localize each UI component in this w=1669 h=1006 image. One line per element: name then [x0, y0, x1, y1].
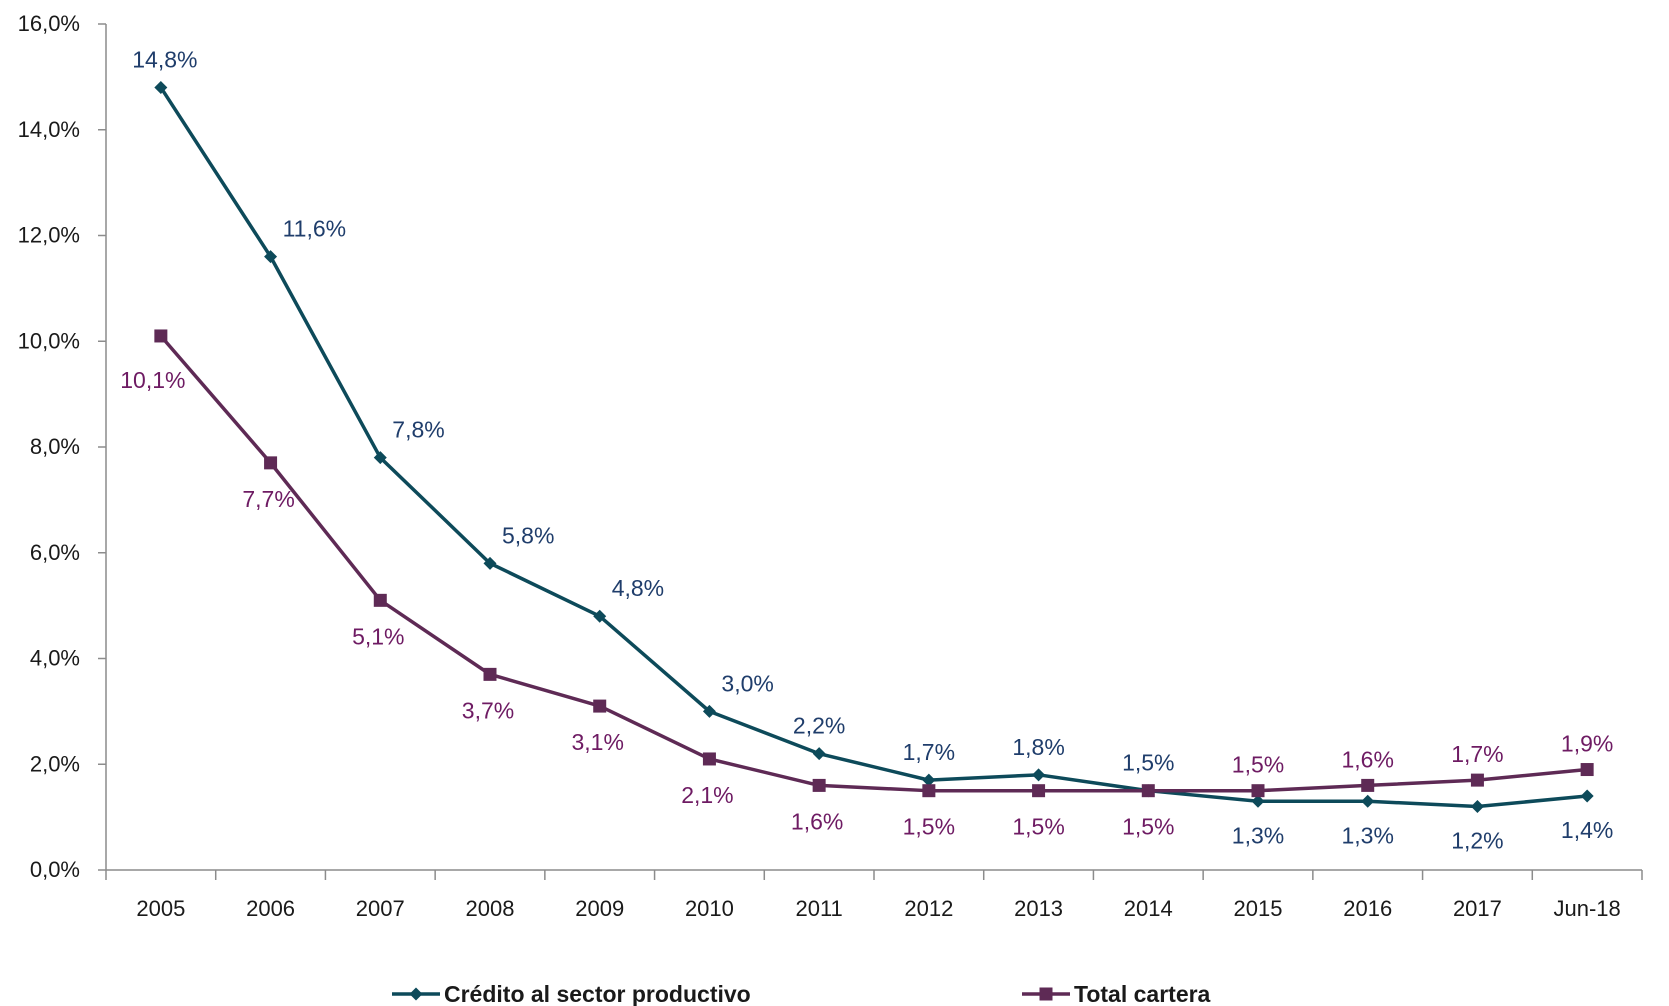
x-tick-label: 2005	[136, 896, 185, 921]
data-label: 5,8%	[502, 522, 554, 548]
data-point	[483, 556, 497, 570]
data-label: 3,1%	[571, 729, 623, 755]
data-point	[1141, 784, 1155, 798]
data-label: 3,0%	[721, 670, 773, 696]
legend-diamond-marker	[409, 987, 423, 1001]
data-label: 1,9%	[1561, 731, 1613, 757]
data-label: 1,2%	[1451, 828, 1503, 854]
data-point	[702, 704, 716, 718]
data-label: 14,8%	[132, 46, 197, 72]
data-point	[702, 752, 716, 766]
y-tick-label: 8,0%	[30, 434, 80, 459]
data-point	[812, 747, 826, 761]
legend-label: Total cartera	[1074, 981, 1211, 1006]
y-tick-label: 14,0%	[18, 117, 80, 142]
data-point	[1580, 763, 1594, 777]
x-tick-label: 2015	[1234, 896, 1283, 921]
y-tick-label: 2,0%	[30, 751, 80, 776]
data-point	[1251, 784, 1265, 798]
data-label: 1,4%	[1561, 817, 1613, 843]
data-label: 1,5%	[1122, 750, 1174, 776]
data-point	[593, 699, 607, 713]
data-label: 1,7%	[1451, 741, 1503, 767]
data-label: 2,1%	[681, 782, 733, 808]
x-tick-label: 2009	[575, 896, 624, 921]
data-point	[1032, 768, 1046, 782]
y-tick-label: 10,0%	[18, 328, 80, 353]
data-point	[1470, 773, 1484, 787]
data-point	[1032, 784, 1046, 798]
data-point	[154, 329, 168, 343]
series-line-1	[159, 86, 1588, 809]
x-tick-label: 2010	[685, 896, 734, 921]
data-point	[373, 593, 387, 607]
data-label: 1,7%	[903, 739, 955, 765]
data-point	[483, 667, 497, 681]
data-labels: 14,8% 10,1% 11,6% 7,7% 7,8% 5,1% 5,8% 3,7% 4,8% 3…	[120, 46, 1613, 853]
data-label: 11,6%	[283, 216, 347, 242]
x-tick-label: 2006	[246, 896, 295, 921]
legend-item-1: Crédito al sector productivo	[392, 981, 751, 1006]
data-point	[264, 250, 278, 264]
data-label: 5,1%	[352, 623, 404, 649]
x-tick-label: 2008	[466, 896, 515, 921]
data-label: 1,6%	[1341, 746, 1393, 772]
y-tick-label: 12,0%	[18, 223, 80, 248]
y-tick-label: 0,0%	[30, 857, 80, 882]
x-tick-label: Jun-18	[1554, 896, 1621, 921]
data-point	[812, 778, 826, 792]
data-point	[593, 609, 607, 623]
data-point	[264, 456, 278, 470]
legend-label: Crédito al sector productivo	[444, 981, 751, 1006]
series-line-2	[159, 334, 1588, 793]
data-label: 2,2%	[793, 713, 845, 739]
legend-square-marker	[1039, 987, 1053, 1001]
data-label: 10,1%	[120, 367, 185, 393]
x-tick-label: 2014	[1124, 896, 1173, 921]
data-point	[1580, 789, 1594, 803]
data-label: 7,7%	[242, 486, 294, 512]
data-label: 1,6%	[791, 808, 843, 834]
x-tick-label: 2007	[356, 896, 405, 921]
data-point	[373, 451, 387, 465]
x-tick-label: 2011	[795, 896, 842, 921]
data-point	[1361, 778, 1375, 792]
data-point	[154, 80, 168, 94]
data-label: 1,5%	[903, 814, 955, 840]
data-label: 3,7%	[462, 697, 514, 723]
series-layer	[154, 80, 1594, 814]
data-label: 1,8%	[1012, 734, 1064, 760]
data-point	[922, 784, 936, 798]
data-label: 1,3%	[1232, 822, 1284, 848]
x-tick-label: 2012	[904, 896, 953, 921]
data-label: 7,8%	[392, 417, 444, 443]
data-point	[1251, 794, 1265, 808]
legend: Crédito al sector productivo Total carter…	[392, 981, 1211, 1006]
y-tick-label: 16,0%	[18, 11, 80, 36]
data-point	[1361, 794, 1375, 808]
x-tick-label: 2013	[1014, 896, 1063, 921]
data-label: 1,3%	[1341, 822, 1393, 848]
data-label: 1,5%	[1012, 814, 1064, 840]
x-tick-label: 2017	[1453, 896, 1502, 921]
data-point	[1470, 800, 1484, 814]
x-tick-label: 2016	[1343, 896, 1392, 921]
axes: 0,0% 2,0% 4,0% 6,0% 8,0% 10,0% 12,0% 14,0% 16,0%…	[18, 11, 1643, 921]
y-tick-label: 4,0%	[30, 646, 80, 671]
data-point	[922, 773, 936, 787]
data-label: 1,5%	[1232, 752, 1284, 778]
legend-item-2: Total cartera	[1022, 981, 1211, 1006]
data-label: 4,8%	[612, 575, 664, 601]
y-tick-label: 6,0%	[30, 540, 80, 565]
data-label: 1,5%	[1122, 814, 1174, 840]
